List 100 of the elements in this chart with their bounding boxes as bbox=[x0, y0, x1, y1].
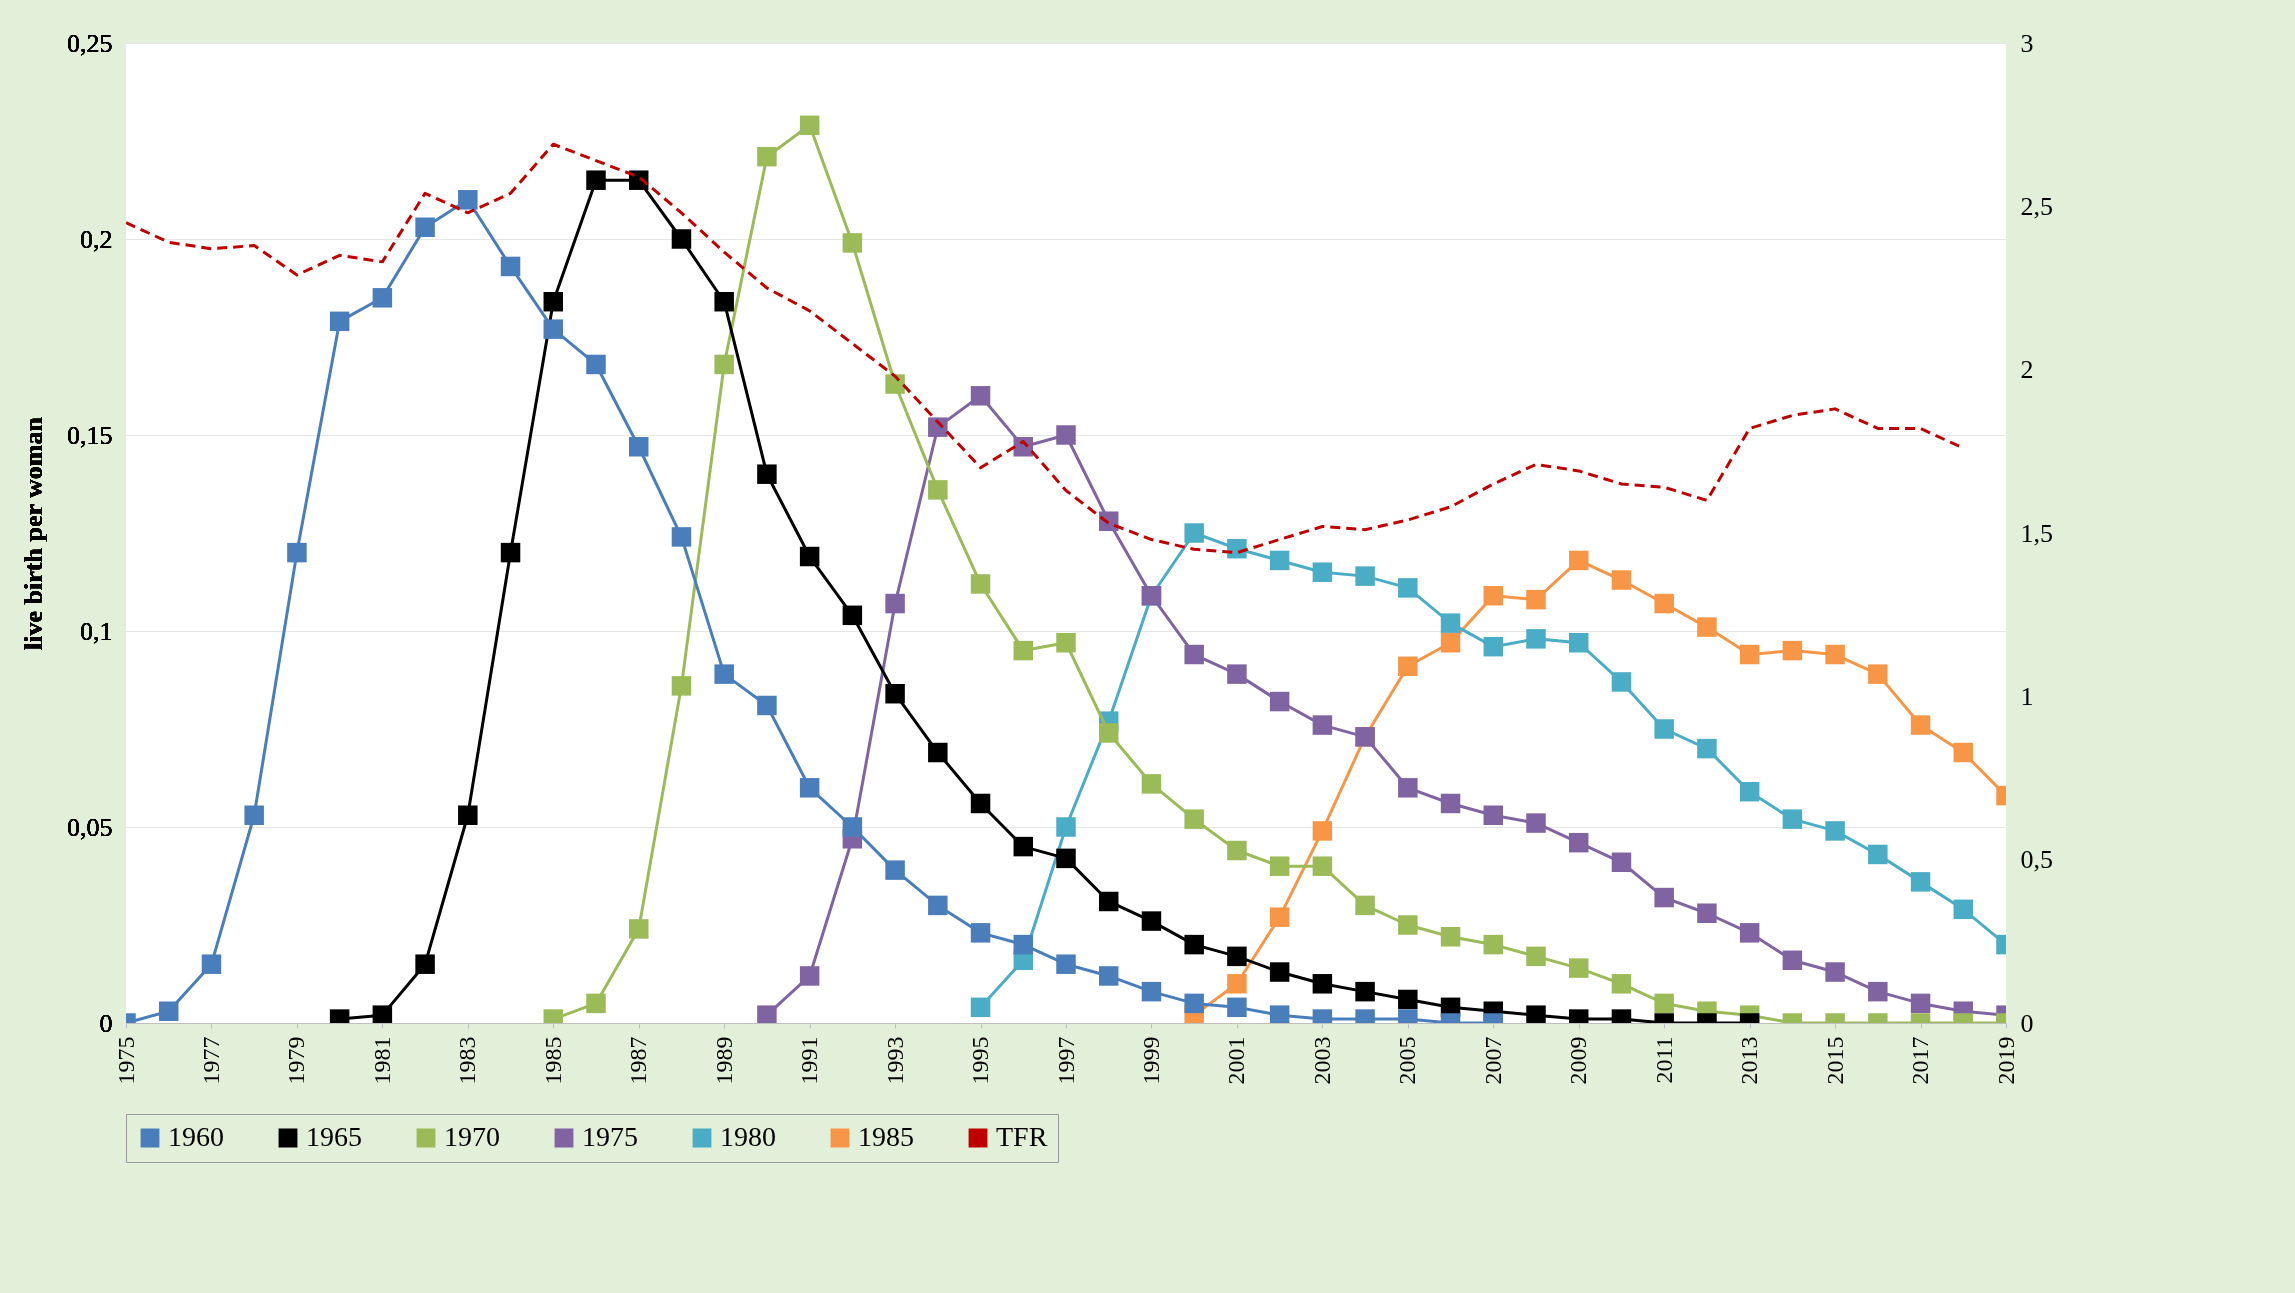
point bbox=[1355, 566, 1375, 586]
point bbox=[1312, 562, 1333, 582]
point bbox=[1910, 872, 1931, 892]
point bbox=[842, 817, 863, 837]
x-tick-label: 1979 bbox=[283, 1036, 310, 1085]
point bbox=[1269, 550, 1290, 571]
point bbox=[1013, 836, 1034, 857]
point bbox=[586, 993, 606, 1014]
point bbox=[1312, 821, 1333, 841]
point bbox=[799, 966, 820, 986]
y-tick-label: 0 bbox=[99, 1008, 113, 1038]
point bbox=[1782, 809, 1803, 829]
point bbox=[1227, 840, 1247, 861]
point bbox=[1312, 715, 1333, 735]
point bbox=[1483, 934, 1504, 955]
point bbox=[842, 233, 863, 253]
point bbox=[1013, 640, 1034, 661]
point bbox=[1568, 633, 1589, 653]
legend-label: TFR bbox=[996, 1121, 1048, 1152]
y-tick-label: 0,15 bbox=[67, 420, 113, 450]
point bbox=[543, 319, 564, 339]
point bbox=[1141, 774, 1162, 794]
point bbox=[329, 311, 350, 332]
point bbox=[415, 954, 435, 974]
point bbox=[1269, 691, 1290, 712]
point bbox=[1355, 981, 1375, 1002]
y-tick-label: 0,2 bbox=[80, 224, 113, 254]
point bbox=[1184, 993, 1204, 1014]
point bbox=[1269, 1005, 1290, 1023]
point bbox=[500, 256, 521, 277]
point bbox=[1611, 974, 1632, 994]
point bbox=[1782, 640, 1803, 661]
point bbox=[1398, 578, 1418, 598]
y2-tick-label: 0 bbox=[2020, 1008, 2034, 1038]
point bbox=[1868, 844, 1888, 865]
point bbox=[1526, 589, 1546, 610]
point bbox=[1910, 715, 1931, 735]
point bbox=[1398, 778, 1418, 798]
point bbox=[1868, 664, 1888, 684]
point bbox=[928, 895, 948, 916]
x-tick-label: 2003 bbox=[1308, 1036, 1335, 1085]
point bbox=[1184, 644, 1204, 665]
point bbox=[458, 805, 478, 825]
point bbox=[543, 291, 564, 312]
point bbox=[714, 291, 734, 312]
point bbox=[671, 527, 692, 547]
point bbox=[885, 593, 905, 614]
point bbox=[1056, 817, 1076, 837]
point bbox=[885, 683, 905, 704]
point bbox=[1483, 585, 1504, 606]
point bbox=[415, 217, 435, 237]
point bbox=[757, 464, 777, 484]
point bbox=[970, 386, 991, 406]
point bbox=[1098, 891, 1119, 912]
point bbox=[1526, 813, 1546, 833]
point bbox=[1611, 570, 1632, 590]
x-tick-label: 2007 bbox=[1479, 1036, 1506, 1085]
point bbox=[671, 229, 692, 249]
point bbox=[1868, 981, 1888, 1002]
point bbox=[1184, 523, 1204, 543]
point bbox=[1440, 633, 1461, 653]
point bbox=[1782, 950, 1803, 971]
point bbox=[799, 778, 820, 798]
point bbox=[970, 574, 991, 594]
x-tick-label: 1987 bbox=[625, 1036, 652, 1085]
legend-label: 1985 bbox=[858, 1121, 914, 1152]
point bbox=[1483, 636, 1504, 657]
point bbox=[970, 923, 991, 943]
point bbox=[1056, 633, 1076, 653]
point bbox=[1483, 805, 1504, 825]
point bbox=[1312, 974, 1333, 994]
point bbox=[1953, 742, 1974, 763]
point bbox=[842, 605, 863, 626]
point bbox=[1697, 903, 1717, 923]
point bbox=[1611, 852, 1632, 873]
point bbox=[287, 542, 307, 563]
point bbox=[970, 793, 991, 814]
point bbox=[1739, 923, 1760, 943]
point bbox=[1312, 856, 1333, 876]
point bbox=[1568, 958, 1589, 978]
point bbox=[757, 695, 777, 716]
point bbox=[1654, 719, 1674, 739]
point bbox=[1440, 793, 1461, 814]
x-tick-label: 1983 bbox=[454, 1036, 481, 1085]
point bbox=[1953, 899, 1974, 920]
y2-tick-label: 0,5 bbox=[2020, 845, 2053, 875]
point bbox=[714, 664, 734, 684]
point bbox=[1098, 723, 1119, 743]
x-tick-label: 2013 bbox=[1736, 1036, 1763, 1085]
point bbox=[1269, 962, 1290, 982]
x-tick-label: 1975 bbox=[112, 1036, 139, 1085]
y-axis-title: live birth per woman bbox=[19, 416, 48, 650]
x-tick-label: 2011 bbox=[1650, 1036, 1677, 1084]
point bbox=[1056, 954, 1076, 974]
point bbox=[928, 480, 948, 500]
point bbox=[1825, 644, 1845, 665]
point bbox=[1910, 993, 1931, 1014]
point bbox=[885, 860, 905, 880]
x-tick-label: 1985 bbox=[539, 1036, 566, 1085]
point bbox=[244, 805, 264, 825]
